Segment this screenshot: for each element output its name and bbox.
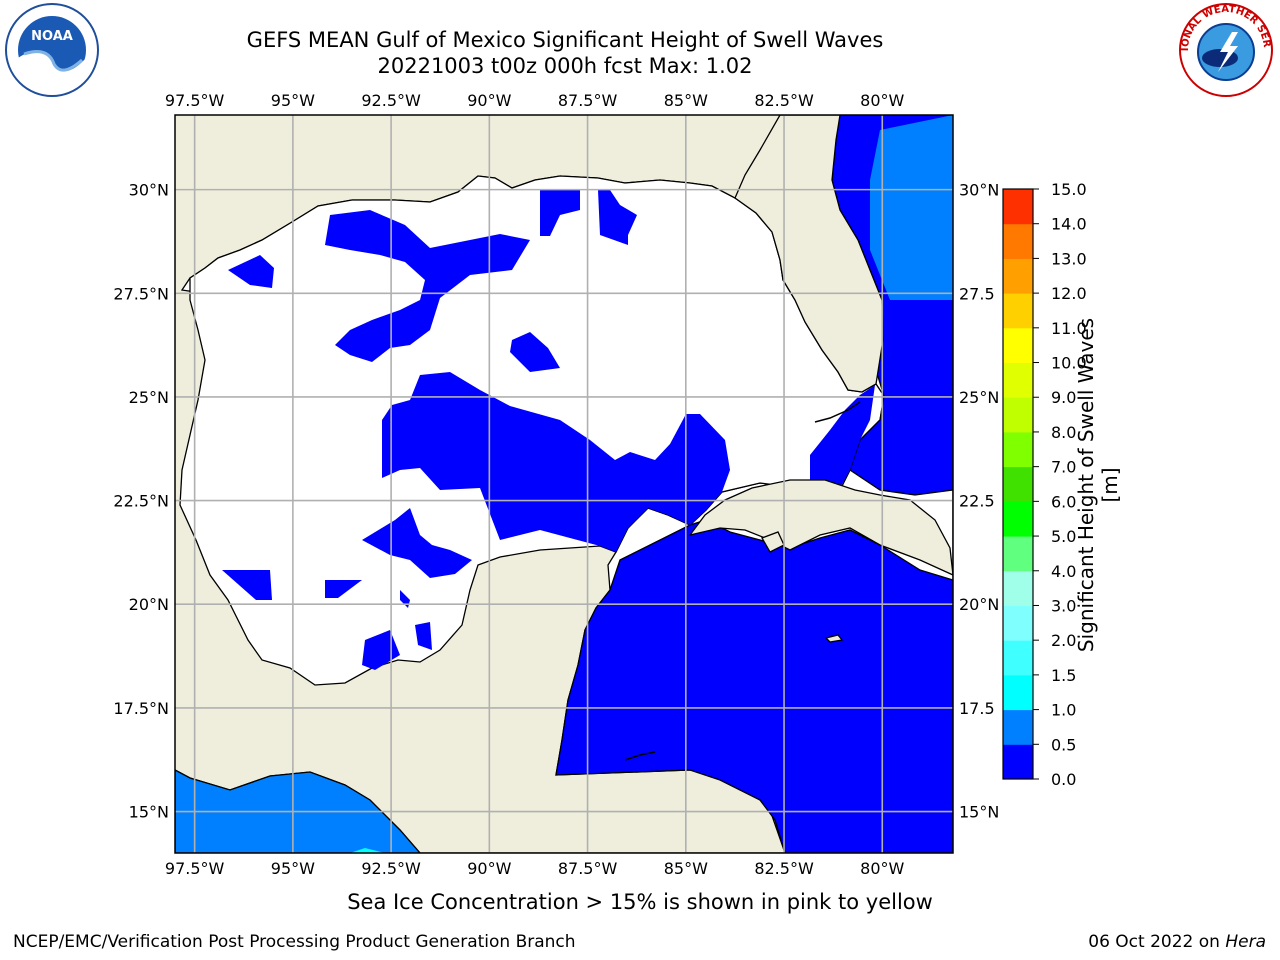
atlantic-lighter-band [870,115,953,300]
lon-tick-labels-bottom: 97.5°W 95°W 92.5°W 90°W 87.5°W 85°W 82.5°W 80°W [165,859,905,878]
colorbar-segment [1003,605,1033,641]
footer-date-text: 06 Oct 2022 on [1088,932,1226,952]
colorbar-tick-label: 3.0 [1051,596,1076,615]
florida-keys [814,401,861,423]
lat-tick-label-right: 15°N [959,803,999,822]
noaa-logo: NOAA [5,3,99,97]
colorbar-tick-label: 9.0 [1051,388,1076,407]
noaa-logo-text: NOAA [31,29,73,44]
footer-host: Hera [1225,932,1266,952]
lon-tick-label: 87.5°W [558,91,618,110]
lon-tick-label: 82.5°W [754,91,814,110]
colorbar-segment [1003,744,1033,780]
colorbar-tick-label: 0.0 [1051,770,1076,789]
colorbar: 0.0 0.5 1.0 1.5 2.0 3.0 4.0 5.0 6.0 7.0 8.0 9.0 10.0… [1002,180,1087,789]
colorbar-tick-label: 6.0 [1051,492,1076,511]
lon-tick-label: 80°W [860,91,904,110]
map-frame [174,114,954,854]
colorbar-segment [1003,674,1033,711]
lat-tick-label: 17.5°N [113,699,169,718]
colorbar-segment [1003,570,1033,606]
bay-islands [624,751,656,761]
lon-tick-label: 85°W [664,859,708,878]
colorbar-segment [1003,640,1033,676]
lat-tick-labels-right: 30°N 27.5 25°N 22.5 20°N 17.5 15°N [959,181,999,822]
colorbar-segment [1003,258,1033,294]
lon-tick-label: 92.5°W [361,859,421,878]
lon-tick-label: 87.5°W [558,859,618,878]
lon-tick-label: 95°W [271,91,315,110]
colorbar-segment [1003,501,1033,537]
florida-peninsula [734,115,884,393]
lon-tick-label: 85°W [664,91,708,110]
jamaica-island [824,634,844,643]
lon-tick-label: 82.5°W [754,859,814,878]
graticule [175,115,953,853]
lat-tick-label-right: 27.5 [959,284,995,303]
sea-ice-note-text: Sea Ice Concentration > 15% is shown in … [347,890,933,914]
nws-logo: NATIONAL WEATHER SERVICE [1176,2,1273,97]
chart-subtitle: 20221003 t00z 000h fcst Max: 1.02 [377,54,753,78]
lat-tick-label: 20°N [129,595,169,614]
lon-tick-label: 97.5°W [165,91,225,110]
colorbar-tick-label: 0.5 [1051,735,1076,754]
pacific-cyan-patch [350,848,385,853]
lon-tick-label: 80°W [860,859,904,878]
colorbar-tick-label: 13.0 [1051,249,1087,268]
lat-tick-label: 22.5°N [113,492,169,511]
chart-title: GEFS MEAN Gulf of Mexico Significant Hei… [246,28,884,52]
map-area [175,115,953,853]
colorbar-tick-label: 4.0 [1051,562,1076,581]
colorbar-segment [1003,189,1033,225]
footer-credit: NCEP/EMC/Verification Post Processing Pr… [13,932,576,952]
colorbar-tick-label: 12.0 [1051,284,1087,303]
lat-tick-labels-left: 30°N 27.5°N 25°N 22.5°N 20°N 17.5°N 15°N [113,181,169,822]
colorbar-segment [1003,362,1033,398]
swell-blue-patches [222,190,875,670]
colorbar-segment [1003,536,1033,572]
lat-tick-label-right: 30°N [959,181,999,200]
colorbar-tick-label: 10.0 [1051,354,1087,373]
lon-tick-labels-top: 97.5°W 95°W 92.5°W 90°W 87.5°W 85°W 82.5°W 80°W [165,91,905,110]
colorbar-tick-label: 1.0 [1051,701,1076,720]
colorbar-tick-label: 11.0 [1051,319,1087,338]
lat-tick-label: 15°N [129,803,169,822]
colorbar-tick-label: 8.0 [1051,423,1076,442]
lon-tick-label: 97.5°W [165,859,225,878]
lat-tick-label-right: 17.5 [959,699,995,718]
lat-tick-label-right: 22.5 [959,492,995,511]
colorbar-tick-label: 15.0 [1051,180,1087,199]
sea-ice-note: Sea Ice Concentration > 15% is shown in … [0,890,1280,914]
colorbar-tick-label: 14.0 [1051,215,1087,234]
colorbar-segment [1003,709,1033,745]
colorbar-frame [1002,188,1034,780]
lon-tick-label: 95°W [271,859,315,878]
lon-tick-label: 90°W [467,91,511,110]
colorbar-segment [1003,293,1033,329]
colorbar-tick-label: 1.5 [1051,666,1076,685]
colorbar-segment [1003,223,1033,259]
colorbar-tick-label: 7.0 [1051,458,1076,477]
lat-tick-label-right: 25°N [959,388,999,407]
footer-date: 06 Oct 2022 on Hera [1088,932,1266,952]
lat-tick-label: 25°N [129,388,169,407]
colorbar-segment [1003,466,1033,502]
lat-tick-label: 27.5°N [113,284,169,303]
colorbar-segment [1003,327,1033,364]
lon-tick-label: 92.5°W [361,91,421,110]
colorbar-segment [1003,397,1033,433]
caribbean-water [555,519,953,853]
colorbar-segment [1003,431,1033,468]
lat-tick-label-right: 20°N [959,595,999,614]
colorbar-label: Significant Height of Swell Waves [m] [1074,317,1122,653]
lon-tick-label: 90°W [467,859,511,878]
colorbar-tick-label: 2.0 [1051,631,1076,650]
colorbar-tick-label: 5.0 [1051,527,1076,546]
lat-tick-label: 30°N [129,181,169,200]
